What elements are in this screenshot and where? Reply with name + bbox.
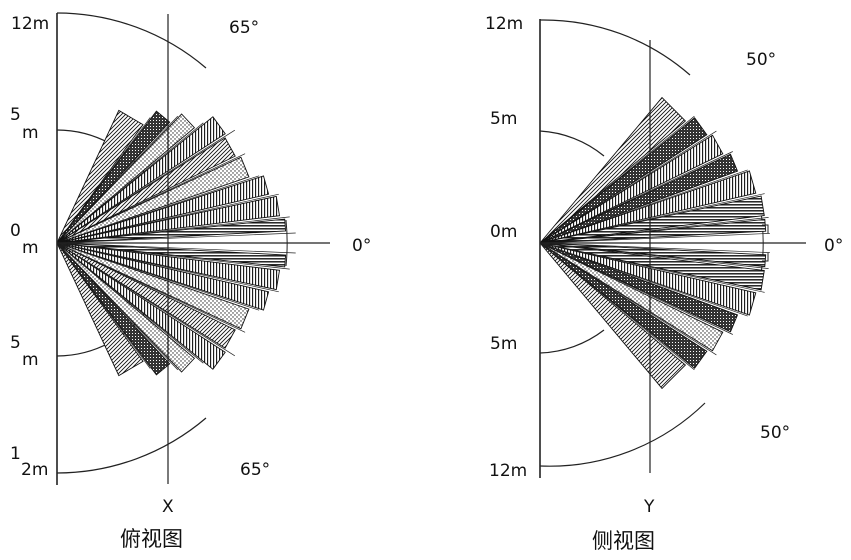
zone-top-9 bbox=[56, 218, 287, 244]
range-label-0-unit: m bbox=[22, 238, 39, 258]
range-arc-12m-lower bbox=[539, 402, 706, 467]
zone-top-7 bbox=[56, 175, 270, 244]
side-view: 12m 5m 0m 5m 12m 50° 0° 50° Y 侧视图 bbox=[485, 14, 843, 553]
zone-ray-side-7 bbox=[539, 233, 770, 244]
range-label-2m: 2m bbox=[21, 460, 48, 480]
caption-top-view: 俯视图 bbox=[120, 527, 183, 551]
range-arc-5m bbox=[539, 130, 605, 157]
zone-side-5 bbox=[539, 170, 757, 244]
zone-top-10 bbox=[56, 242, 287, 268]
zone-ray-top-16 bbox=[56, 242, 204, 364]
zone-ray-side-14 bbox=[539, 242, 695, 371]
zone-side-12 bbox=[539, 242, 724, 352]
zone-top-14 bbox=[56, 242, 236, 349]
zone-bracket-side-1 bbox=[762, 224, 769, 233]
zone-bracket-side-2 bbox=[762, 253, 769, 262]
zone-ray-top-13 bbox=[56, 242, 260, 311]
zone-side-14 bbox=[539, 242, 687, 390]
zone-ray-side-9 bbox=[539, 242, 769, 269]
caption-side-view: 侧视图 bbox=[592, 529, 655, 553]
angle-label-lower: 50° bbox=[760, 423, 790, 443]
zone-side-3 bbox=[539, 134, 724, 244]
zone-top-6 bbox=[56, 156, 250, 244]
range-label-5-lower: 5 bbox=[10, 333, 21, 353]
zone-top-13 bbox=[56, 242, 250, 330]
zone-top-3 bbox=[56, 113, 196, 244]
zone-side-1 bbox=[539, 96, 687, 244]
range-label-5m-lower: 5m bbox=[490, 334, 517, 354]
angle-label-upper: 65° bbox=[229, 18, 259, 38]
zone-ray-side-13 bbox=[539, 242, 717, 356]
zone-ray-top-11 bbox=[56, 242, 290, 270]
range-arc-12m-lower bbox=[56, 417, 207, 474]
zone-top-1 bbox=[56, 109, 144, 244]
axis-label-y: Y bbox=[643, 497, 655, 517]
zone-ray-top-17 bbox=[56, 242, 179, 371]
zone-top-16 bbox=[56, 242, 196, 373]
angle-label-lower: 65° bbox=[240, 460, 270, 480]
zone-ray-top-14 bbox=[56, 242, 246, 333]
zone-ray-top-9 bbox=[56, 232, 296, 244]
zone-side-13 bbox=[539, 242, 708, 369]
range-label-0: 0 bbox=[10, 221, 21, 241]
zone-ray-top-10 bbox=[56, 242, 296, 254]
angle-label-upper: 50° bbox=[746, 50, 776, 70]
range-label-5m: 5m bbox=[490, 109, 517, 129]
range-label-12m: 12m bbox=[485, 14, 523, 34]
range-label-5: 5 bbox=[10, 105, 21, 125]
zone-top-4 bbox=[56, 116, 226, 244]
zone-side-2 bbox=[539, 117, 708, 244]
zone-top-15 bbox=[56, 242, 226, 370]
zone-top-12 bbox=[56, 242, 270, 311]
range-arc-12m bbox=[539, 19, 691, 76]
range-label-0m: 0m bbox=[490, 222, 517, 242]
zone-top-2 bbox=[56, 110, 171, 244]
zone-side-10 bbox=[539, 242, 757, 316]
zone-side-11 bbox=[539, 242, 739, 333]
top-view: 12m 5 m 0 m 5 m 1 2m 65° 0° 65° X 俯视图 bbox=[10, 12, 371, 551]
zone-top-5 bbox=[56, 137, 236, 244]
range-label-5-lower-unit: m bbox=[22, 350, 39, 370]
range-label-1: 1 bbox=[10, 444, 21, 464]
zones-top bbox=[56, 109, 296, 377]
angle-label-zero: 0° bbox=[352, 236, 371, 256]
zone-top-18 bbox=[56, 242, 144, 377]
range-label-12m-lower: 12m bbox=[489, 461, 527, 481]
zone-side-4 bbox=[539, 153, 739, 244]
axis-label-x: X bbox=[162, 497, 174, 517]
range-arc-12m bbox=[56, 12, 207, 69]
zone-ray-side-12 bbox=[539, 242, 733, 335]
zone-ray-top-15 bbox=[56, 242, 235, 357]
zone-ray-side-11 bbox=[539, 242, 748, 317]
zone-top-17 bbox=[56, 242, 171, 376]
range-label-12m: 12m bbox=[11, 14, 49, 34]
zone-ray-top-18 bbox=[56, 242, 151, 369]
zone-ray-side-10 bbox=[539, 242, 765, 293]
range-label-5-unit: m bbox=[22, 123, 39, 143]
range-arc-5m-lower bbox=[539, 329, 605, 354]
zone-ray-side-8 bbox=[539, 242, 770, 253]
zones-side bbox=[539, 96, 770, 390]
angle-label-zero: 0° bbox=[824, 236, 843, 256]
